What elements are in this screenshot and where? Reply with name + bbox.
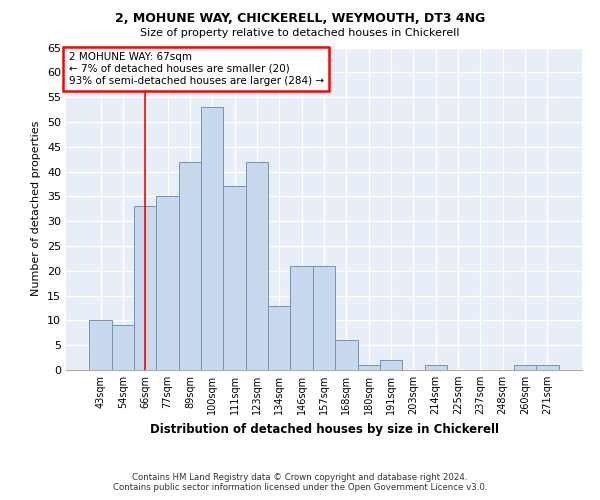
- Text: 2, MOHUNE WAY, CHICKERELL, WEYMOUTH, DT3 4NG: 2, MOHUNE WAY, CHICKERELL, WEYMOUTH, DT3…: [115, 12, 485, 26]
- Bar: [268, 306, 290, 370]
- Bar: [112, 326, 134, 370]
- Bar: [89, 320, 112, 370]
- Text: 2 MOHUNE WAY: 67sqm
← 7% of detached houses are smaller (20)
93% of semi-detache: 2 MOHUNE WAY: 67sqm ← 7% of detached hou…: [68, 52, 324, 86]
- Bar: [246, 162, 268, 370]
- Text: Size of property relative to detached houses in Chickerell: Size of property relative to detached ho…: [140, 28, 460, 38]
- Bar: [290, 266, 313, 370]
- Bar: [157, 196, 179, 370]
- Y-axis label: Number of detached properties: Number of detached properties: [31, 121, 41, 296]
- Bar: [201, 107, 223, 370]
- X-axis label: Distribution of detached houses by size in Chickerell: Distribution of detached houses by size …: [149, 422, 499, 436]
- Bar: [536, 365, 559, 370]
- Bar: [358, 365, 380, 370]
- Bar: [179, 162, 201, 370]
- Bar: [425, 365, 447, 370]
- Bar: [313, 266, 335, 370]
- Bar: [514, 365, 536, 370]
- Bar: [380, 360, 402, 370]
- Bar: [134, 206, 157, 370]
- Bar: [223, 186, 246, 370]
- Bar: [335, 340, 358, 370]
- Text: Contains HM Land Registry data © Crown copyright and database right 2024.
Contai: Contains HM Land Registry data © Crown c…: [113, 473, 487, 492]
